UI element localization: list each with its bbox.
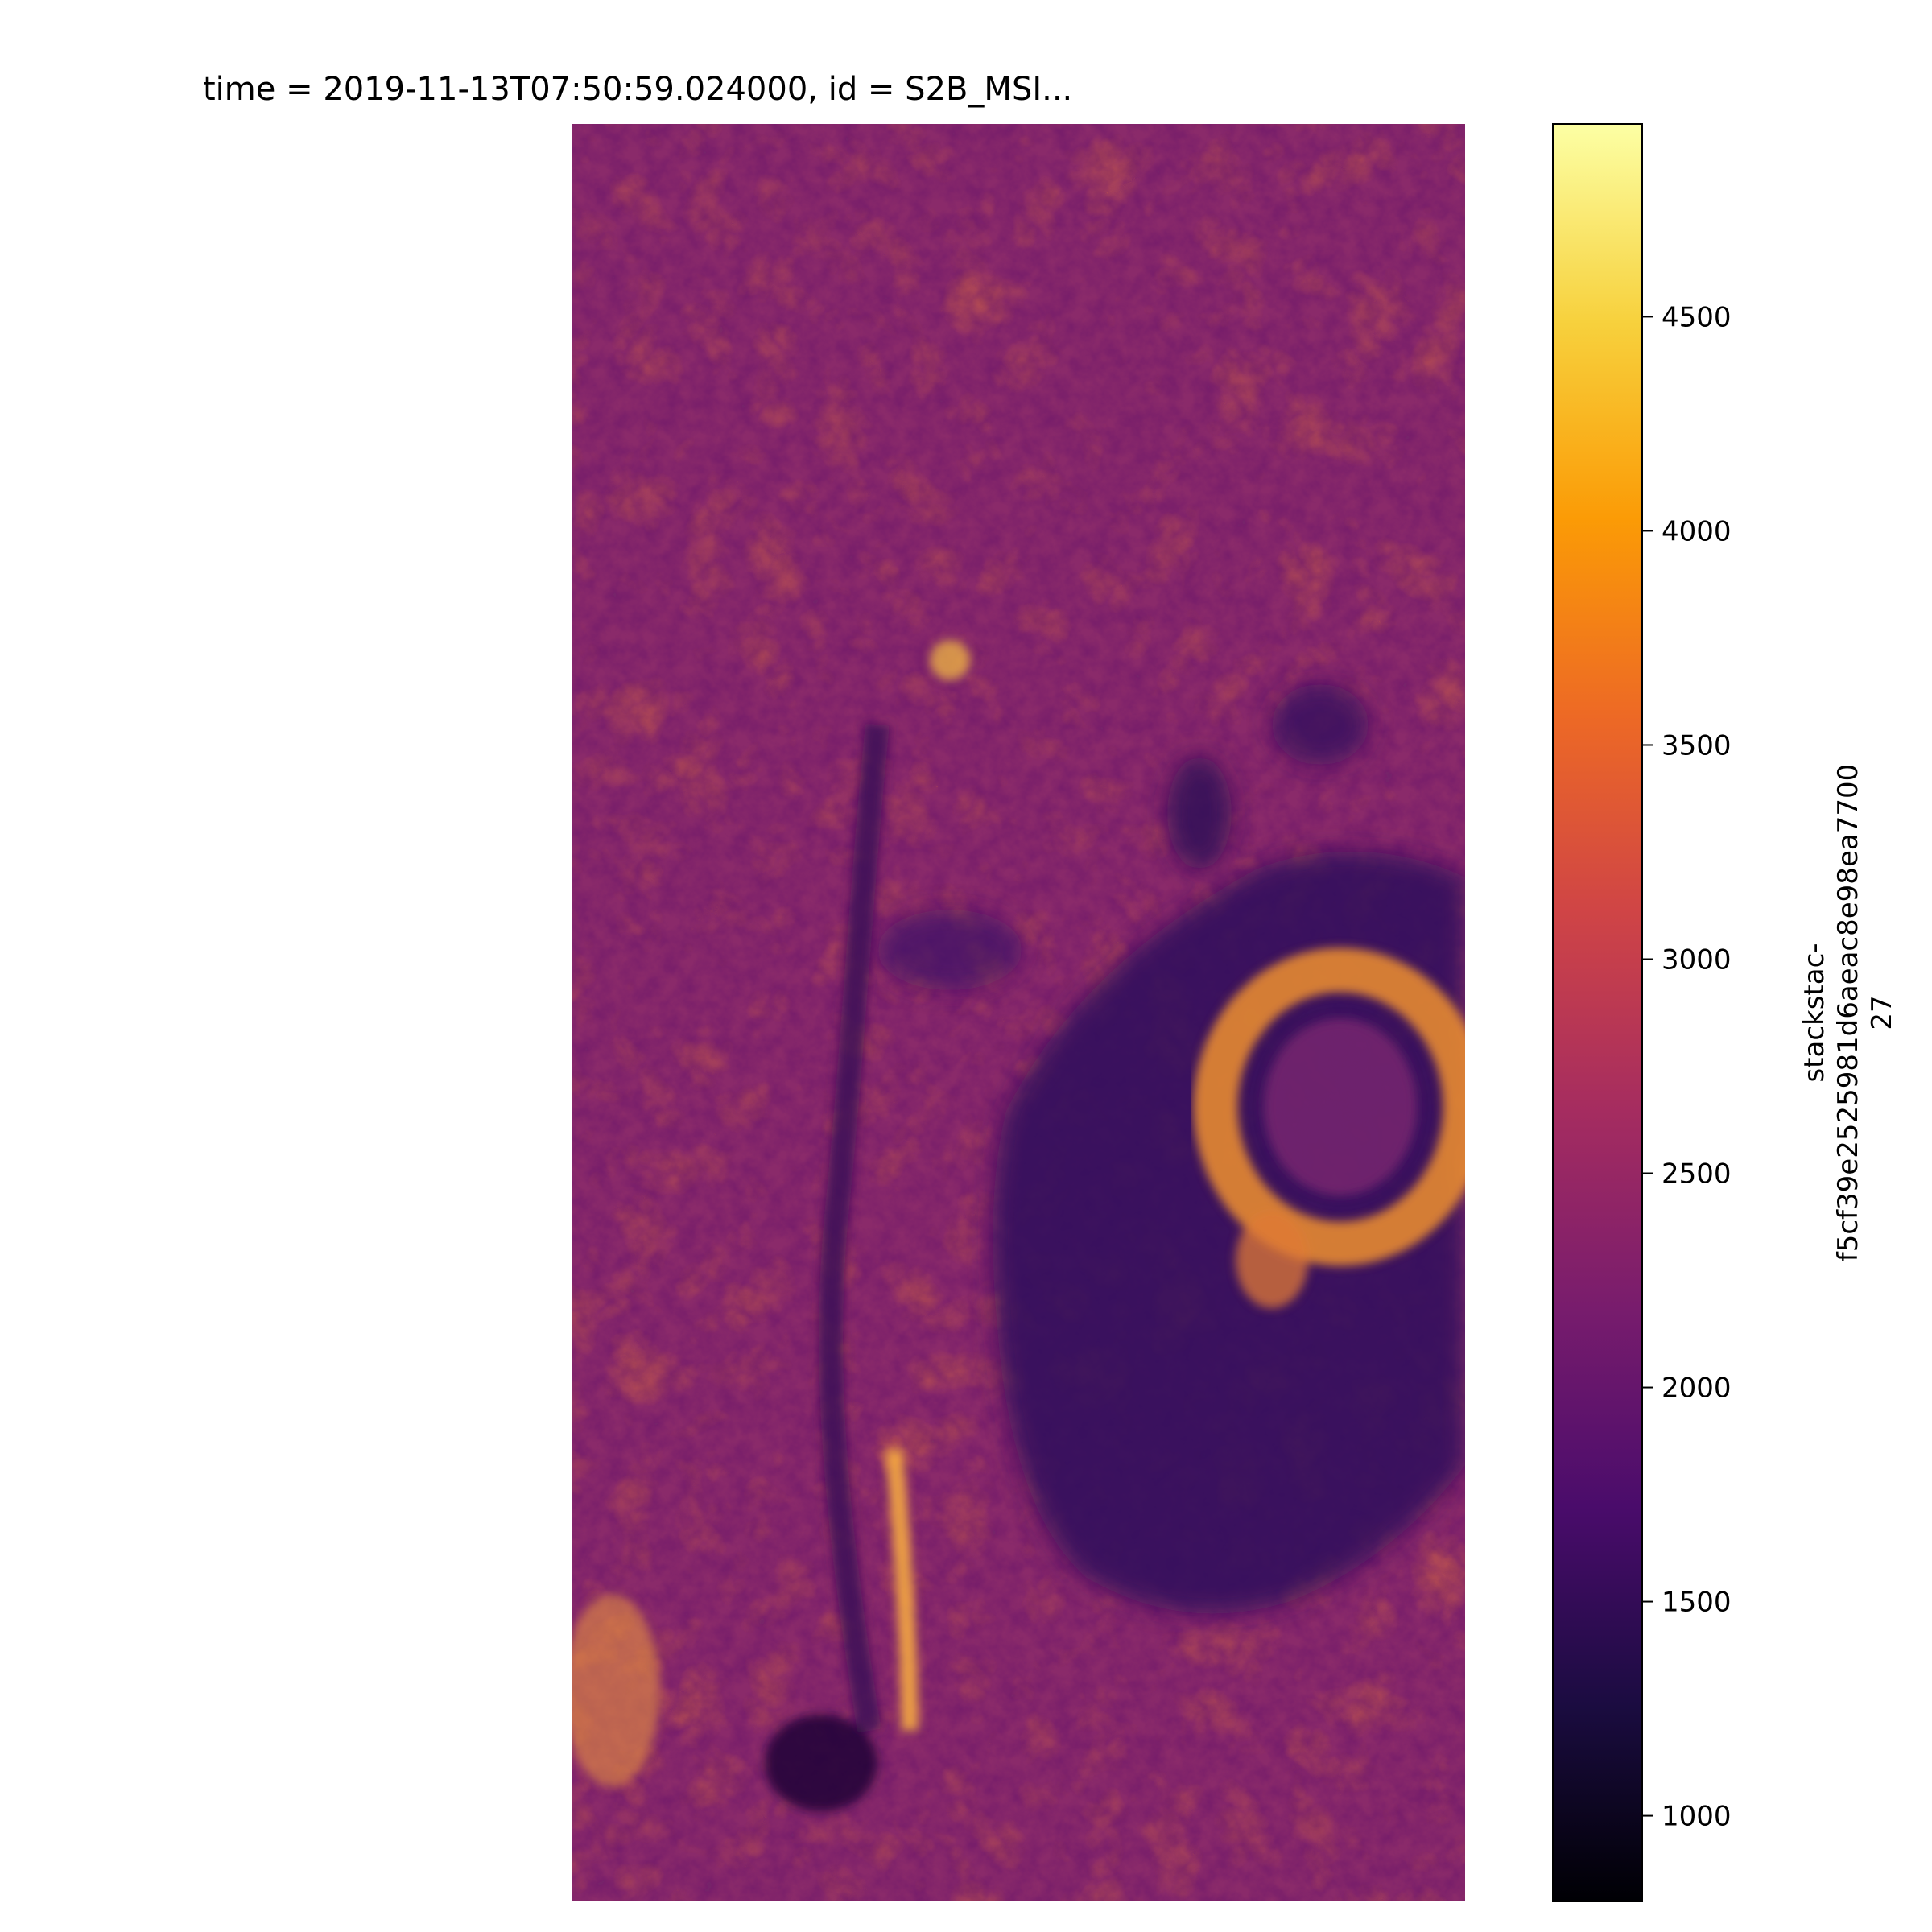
colorbar-label-line-2: f5cf39e2525981d6aeac8e98ea7700 <box>1832 764 1864 1261</box>
valley-feature <box>572 640 970 1811</box>
colorbar-tick-label-1500: 1500 <box>1662 1587 1732 1619</box>
colorbar-frame <box>1552 123 1643 1902</box>
colorbar-ticks: 1000 1500 2000 2500 3000 3500 4000 4500 <box>1642 301 1732 1833</box>
colorbar-tick-label-3000: 3000 <box>1662 943 1732 976</box>
colorbar-tick-label-4000: 4000 <box>1662 515 1732 547</box>
colorbar-tick-label-2000: 2000 <box>1662 1373 1732 1405</box>
ring-feature <box>1193 947 1465 1308</box>
colorbar-tick-label-3500: 3500 <box>1662 729 1732 762</box>
colorbar-label-line-3: 27 <box>1866 995 1898 1030</box>
colorbar-label: stackstac-f5cf39e2525981d6aeac8e98ea7700… <box>1798 764 1898 1261</box>
colorbar-tick-label-1000: 1000 <box>1662 1801 1732 1833</box>
colorbar-tick-label-4500: 4500 <box>1662 301 1732 333</box>
chart-title: time = 2019-11-13T07:50:59.024000, id = … <box>203 71 1072 108</box>
colorbar-label-line-1: stackstac- <box>1798 943 1831 1082</box>
heatmap-image <box>572 124 1465 1901</box>
colorbar: 1000 1500 2000 2500 3000 3500 4000 4500 stackst… <box>1552 123 1898 1902</box>
colorbar-gradient <box>1553 124 1642 1901</box>
colorbar-tick-label-2500: 2500 <box>1662 1158 1732 1191</box>
